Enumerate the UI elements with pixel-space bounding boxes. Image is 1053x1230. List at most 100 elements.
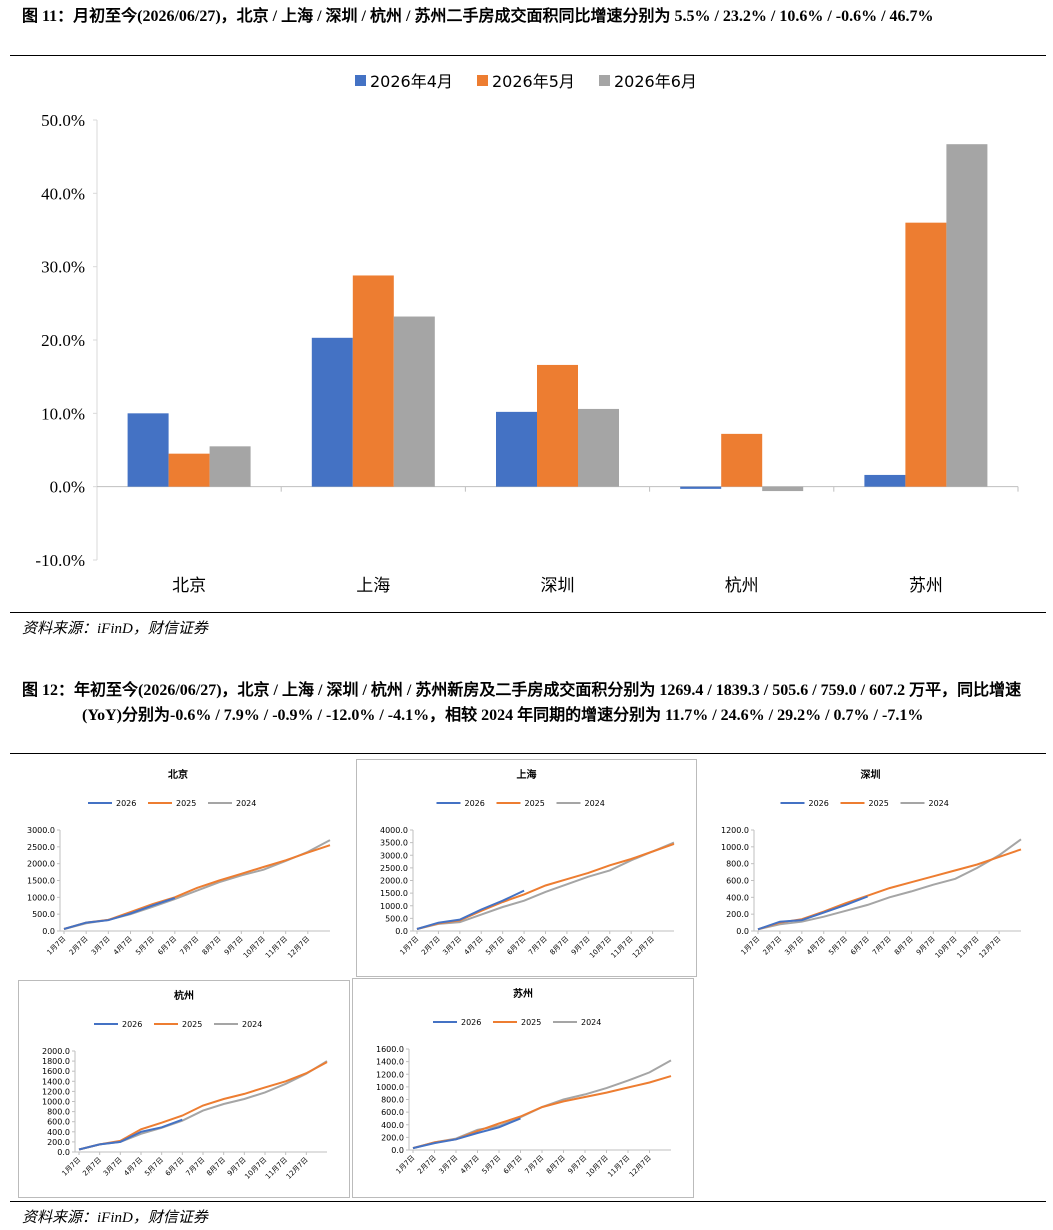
chart-title: 杭州 <box>174 989 194 1002</box>
y-tick-label: 1500.0 <box>380 889 408 898</box>
series-line <box>63 897 176 930</box>
legend-label: 2026 <box>809 799 829 808</box>
series-line <box>416 842 675 930</box>
x-tick-label: 6月7日 <box>502 1154 524 1176</box>
y-tick-label: 800.0 <box>47 1108 70 1117</box>
bar <box>311 337 353 487</box>
y-tick-label: 2000.0 <box>380 877 408 886</box>
series-line <box>412 1117 521 1150</box>
chart-title: 北京 <box>168 768 188 781</box>
x-tick-label: 杭州 <box>725 576 759 596</box>
x-tick-label: 12月7日 <box>628 1154 653 1179</box>
x-tick-label: 8月7日 <box>201 935 223 957</box>
x-tick-label: 1月7日 <box>399 935 421 957</box>
y-tick-label: 2000.0 <box>27 860 55 869</box>
bar-chart: -10.0% 0.0% 10.0% 20.0% 30.0% 40.0% 50.0% 北京 上海 深… <box>35 72 1019 596</box>
bar <box>352 275 394 487</box>
series-line <box>757 895 868 931</box>
series-line <box>63 839 331 930</box>
legend-label: 2026 <box>122 1020 142 1029</box>
x-tick-label: 8月7日 <box>548 935 570 957</box>
x-tick-label: 3月7日 <box>102 1156 124 1178</box>
x-tick-label: 深圳 <box>541 576 575 596</box>
y-tick-label: 500.0 <box>385 914 408 923</box>
x-tick-label: 4月7日 <box>805 935 827 957</box>
rule <box>10 55 1046 56</box>
x-tick-label: 3月7日 <box>438 1154 460 1176</box>
legend-label: 2026年4月 <box>370 72 453 91</box>
y-tick-label: 400.0 <box>47 1128 70 1137</box>
chart-title: 深圳 <box>861 768 881 781</box>
y-tick-label: 2500.0 <box>27 843 55 852</box>
bar <box>393 316 435 487</box>
series-line <box>416 841 675 930</box>
y-tick-label: 4000.0 <box>380 826 408 835</box>
series-line <box>757 848 1022 931</box>
legend-label: 2025 <box>176 799 196 808</box>
y-tick-label: 40.0% <box>41 184 85 203</box>
x-tick-label: 4月7日 <box>123 1156 145 1178</box>
y-tick-label: 2000.0 <box>42 1047 70 1056</box>
y-tick-label: 1800.0 <box>42 1057 70 1066</box>
chart-frame <box>18 980 350 1198</box>
x-tick-label: 苏州 <box>909 576 943 596</box>
bar <box>762 486 804 492</box>
legend-label: 2024 <box>581 1018 601 1027</box>
legend-label: 2024 <box>242 1020 262 1029</box>
series-line <box>78 1061 328 1151</box>
x-tick-label: 10月7日 <box>242 935 267 960</box>
y-tick-label: 1200.0 <box>42 1087 70 1096</box>
y-tick-label: 1600.0 <box>42 1067 70 1076</box>
x-tick-label: 7月7日 <box>179 935 201 957</box>
y-tick-label: 800.0 <box>381 1096 404 1105</box>
bar <box>127 413 169 487</box>
x-tick-label: 1月7日 <box>46 935 68 957</box>
y-tick-label: 1000.0 <box>721 843 749 852</box>
bar <box>946 144 988 487</box>
bar <box>864 474 906 487</box>
x-tick-label: 2月7日 <box>81 1156 103 1178</box>
x-tick-label: 5月7日 <box>143 1156 165 1178</box>
y-tick-label: 1000.0 <box>42 1098 70 1107</box>
x-tick-label: 6月7日 <box>506 935 528 957</box>
figure-caption: 图 12：年初至今(2026/06/27)，北京 / 上海 / 深圳 / 杭州 … <box>22 682 1022 724</box>
x-tick-label: 11月7日 <box>956 935 981 960</box>
y-tick-label: 1200.0 <box>376 1070 404 1079</box>
x-tick-label: 1月7日 <box>740 935 762 957</box>
y-tick-label: 3500.0 <box>380 839 408 848</box>
x-tick-label: 11月7日 <box>264 935 289 960</box>
chart-title: 苏州 <box>513 987 533 1000</box>
legend-label: 2026 <box>461 1018 481 1027</box>
x-tick-label: 11月7日 <box>606 1154 631 1179</box>
line-chart: 深圳 0.0 200.0 400.0 600.0 800.0 1000.0 1200.0 1月7… <box>721 768 1022 960</box>
x-tick-label: 7月7日 <box>524 1154 546 1176</box>
bar <box>496 411 537 487</box>
x-tick-label: 2月7日 <box>68 935 90 957</box>
y-tick-label: 800.0 <box>726 860 749 869</box>
y-tick-label: 1000.0 <box>27 893 55 902</box>
x-tick-label: 北京 <box>172 576 206 596</box>
y-tick-label: 400.0 <box>726 893 749 902</box>
legend-label: 2026年6月 <box>614 72 697 91</box>
y-tick-label: 10.0% <box>41 404 85 423</box>
x-tick-label: 10月7日 <box>585 1154 610 1179</box>
line-chart: 苏州 0.0 200.0 400.0 600.0 800.0 1000.0 1200.0 140… <box>376 987 672 1179</box>
x-tick-label: 3月7日 <box>783 935 805 957</box>
y-tick-label: 200.0 <box>726 910 749 919</box>
y-tick-label: 0.0 <box>391 1146 404 1155</box>
legend-label: 2025 <box>869 799 889 808</box>
legend-label: 2025 <box>525 799 545 808</box>
y-tick-label: 2500.0 <box>380 864 408 873</box>
x-tick-label: 2月7日 <box>416 1154 438 1176</box>
y-tick-label: 3000.0 <box>27 826 55 835</box>
bar <box>721 433 763 487</box>
y-tick-label: 1400.0 <box>42 1077 70 1086</box>
x-tick-label: 6月7日 <box>849 935 871 957</box>
x-tick-label: 12月7日 <box>631 935 656 960</box>
figure-caption: 图 11：月初至今(2026/06/27)，北京 / 上海 / 深圳 / 杭州 … <box>22 8 934 25</box>
x-tick-label: 7月7日 <box>527 935 549 957</box>
x-tick-label: 12月7日 <box>977 935 1002 960</box>
x-tick-label: 5月7日 <box>484 935 506 957</box>
legend-label: 2024 <box>585 799 605 808</box>
